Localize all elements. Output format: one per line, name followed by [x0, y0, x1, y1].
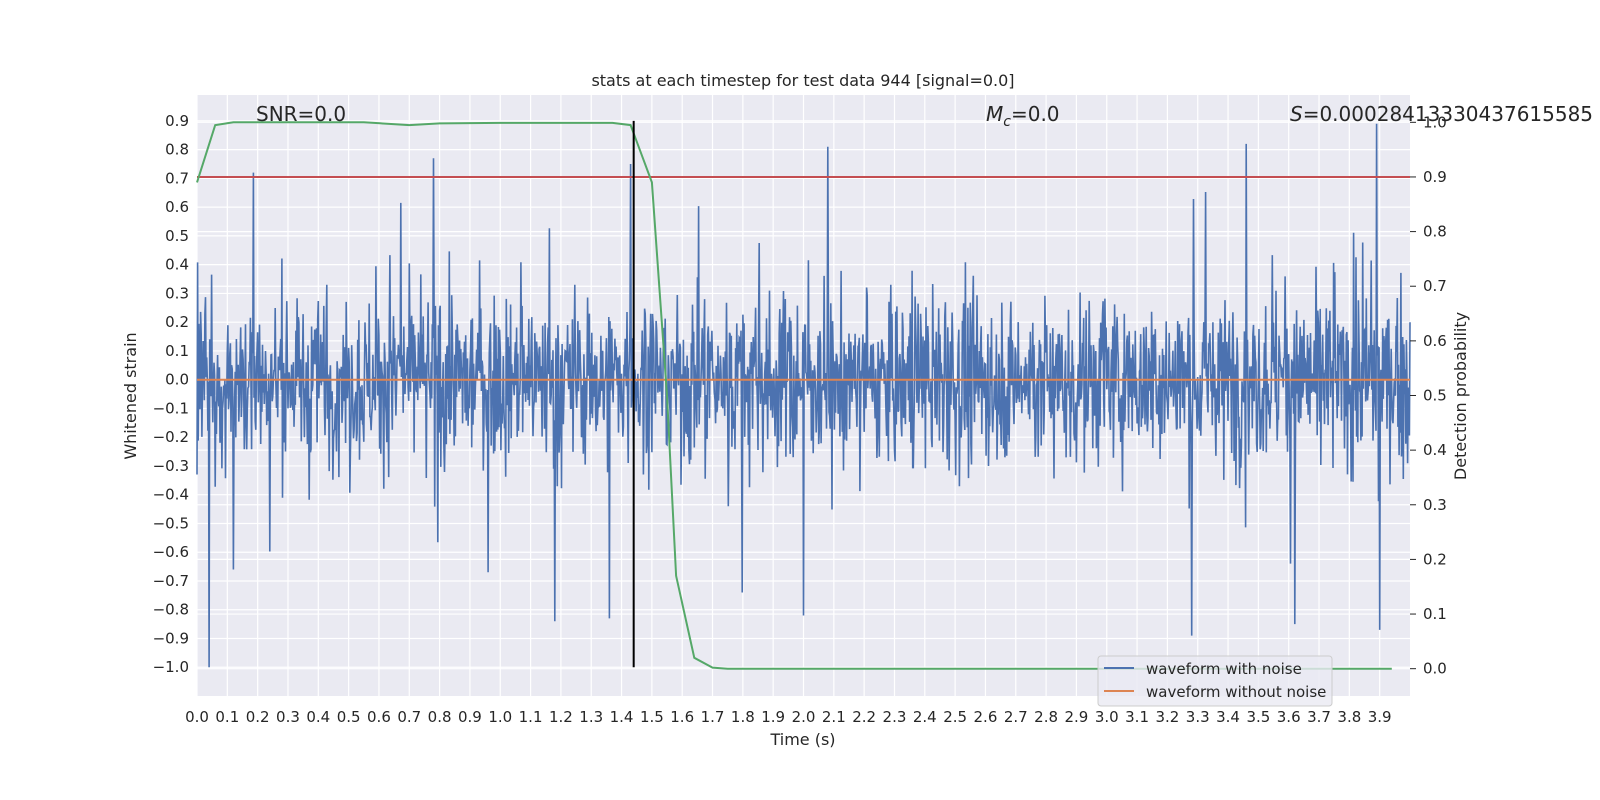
y-tick-label-left: 0.7	[165, 169, 189, 187]
y-tick-label-left: −0.7	[153, 572, 189, 590]
x-tick-label: 1.4	[610, 708, 634, 726]
y-tick-label-right: 1.0	[1423, 113, 1447, 131]
y-tick-label-left: −1.0	[153, 658, 189, 676]
x-tick-label: 1.0	[488, 708, 512, 726]
x-tick-label: 1.5	[640, 708, 664, 726]
x-tick-label: 2.7	[1004, 708, 1028, 726]
y-tick-label-left: 0.2	[165, 313, 189, 331]
x-tick-label: 2.6	[974, 708, 998, 726]
x-axis-label: Time (s)	[769, 730, 835, 749]
x-tick-label: 0.4	[306, 708, 330, 726]
x-tick-label: 0.8	[428, 708, 452, 726]
x-tick-label: 2.3	[883, 708, 907, 726]
x-tick-label: 3.7	[1307, 708, 1331, 726]
x-tick-label: 3.4	[1216, 708, 1240, 726]
y-tick-label-right: 0.6	[1423, 332, 1447, 350]
y-tick-label-left: −0.4	[153, 486, 189, 504]
x-tick-label: 3.9	[1368, 708, 1392, 726]
legend-label-waveform-with-noise: waveform with noise	[1146, 660, 1302, 678]
y-tick-label-left: 0.0	[165, 371, 189, 389]
x-tick-label: 3.6	[1277, 708, 1301, 726]
legend: waveform with noise waveform without noi…	[1097, 655, 1333, 707]
y-tick-label-left: −0.1	[153, 399, 189, 417]
s-symbol: S	[1290, 102, 1303, 126]
chirp-mass-symbol: M	[986, 102, 1003, 126]
y-tick-label-right: 0.5	[1423, 387, 1447, 405]
y-tick-label-left: −0.2	[153, 428, 189, 446]
y-axis-label-left: Whitened strain	[121, 332, 140, 459]
x-tick-label: 1.7	[701, 708, 725, 726]
x-tick-label: 3.1	[1125, 708, 1149, 726]
y-tick-label-right: 0.9	[1423, 168, 1447, 186]
x-tick-label: 1.8	[731, 708, 755, 726]
x-tick-label: 0.7	[397, 708, 421, 726]
legend-label-waveform-without-noise: waveform without noise	[1146, 683, 1326, 701]
x-tick-label: 2.0	[792, 708, 816, 726]
y-tick-label-left: 0.9	[165, 112, 189, 130]
series-lines	[196, 120, 1410, 670]
x-tick-label: 2.9	[1064, 708, 1088, 726]
x-tick-label: 3.3	[1186, 708, 1210, 726]
waveform-with-noise-line	[196, 123, 1411, 668]
x-tick-label: 2.4	[913, 708, 937, 726]
y-tick-label-left: 0.3	[165, 284, 189, 302]
x-tick-label: 1.3	[579, 708, 603, 726]
y-tick-label-right: 0.2	[1423, 550, 1447, 568]
y-axis-label-right: Detection probability	[1451, 312, 1470, 480]
annotation-chirp-mass: Mc=0.0	[986, 102, 1060, 130]
y-tick-label-left: 0.8	[165, 141, 189, 159]
x-tick-label: 3.0	[1095, 708, 1119, 726]
chirp-mass-subscript: c	[1003, 114, 1011, 130]
x-tick-label: 0.9	[458, 708, 482, 726]
x-tick-label: 0.2	[246, 708, 270, 726]
annotation-snr: SNR=0.0	[256, 102, 346, 126]
chirp-mass-value: =0.0	[1011, 102, 1060, 126]
x-tick-label: 2.1	[822, 708, 846, 726]
chart-title: stats at each timestep for test data 944…	[591, 71, 1014, 90]
y-tick-label-right: 0.4	[1423, 441, 1447, 459]
x-tick-label: 0.1	[215, 708, 239, 726]
y-tick-label-left: −0.8	[153, 601, 189, 619]
x-tick-label: 1.6	[670, 708, 694, 726]
x-tick-label: 2.5	[943, 708, 967, 726]
annotation-s: S=0.00028413330437615585	[1290, 102, 1593, 126]
y-tick-label-left: −0.5	[153, 514, 189, 532]
axes: 0.0 0.1 0.2 0.3 0.4 0.5 0.6 0.7 0.8 0.9 1.0 1.1 1.2 1…	[153, 112, 1447, 726]
y-tick-label-left: 0.4	[165, 256, 189, 274]
y-tick-label-left: 0.1	[165, 342, 189, 360]
x-tick-label: 1.1	[519, 708, 543, 726]
series-waveform-with-noise	[196, 123, 1411, 668]
y-tick-label-right: 0.8	[1423, 223, 1447, 241]
x-tick-label: 0.0	[185, 708, 209, 726]
y-tick-label-left: 0.5	[165, 227, 189, 245]
y-tick-label-right: 0.7	[1423, 277, 1447, 295]
s-value: =0.00028413330437615585	[1303, 102, 1593, 126]
legend-box	[1097, 655, 1333, 707]
x-tick-label: 3.8	[1337, 708, 1361, 726]
x-tick-label: 3.5	[1246, 708, 1270, 726]
x-tick-label: 2.8	[1034, 708, 1058, 726]
x-tick-label: 0.3	[276, 708, 300, 726]
y-tick-label-left: −0.6	[153, 543, 189, 561]
y-tick-label-left: −0.9	[153, 629, 189, 647]
y-tick-label-right: 0.0	[1423, 660, 1447, 678]
y-tick-label-left: −0.3	[153, 457, 189, 475]
x-tick-label: 2.2	[852, 708, 876, 726]
y-tick-label-right: 0.1	[1423, 605, 1447, 623]
x-tick-label: 3.2	[1155, 708, 1179, 726]
y-tick-label-right: 0.3	[1423, 496, 1447, 514]
detection-probability-line	[196, 121, 1392, 670]
x-tick-label: 0.6	[367, 708, 391, 726]
x-tick-label: 0.5	[337, 708, 361, 726]
y-tick-label-left: 0.6	[165, 198, 189, 216]
x-tick-label: 1.9	[761, 708, 785, 726]
x-tick-label: 1.2	[549, 708, 573, 726]
